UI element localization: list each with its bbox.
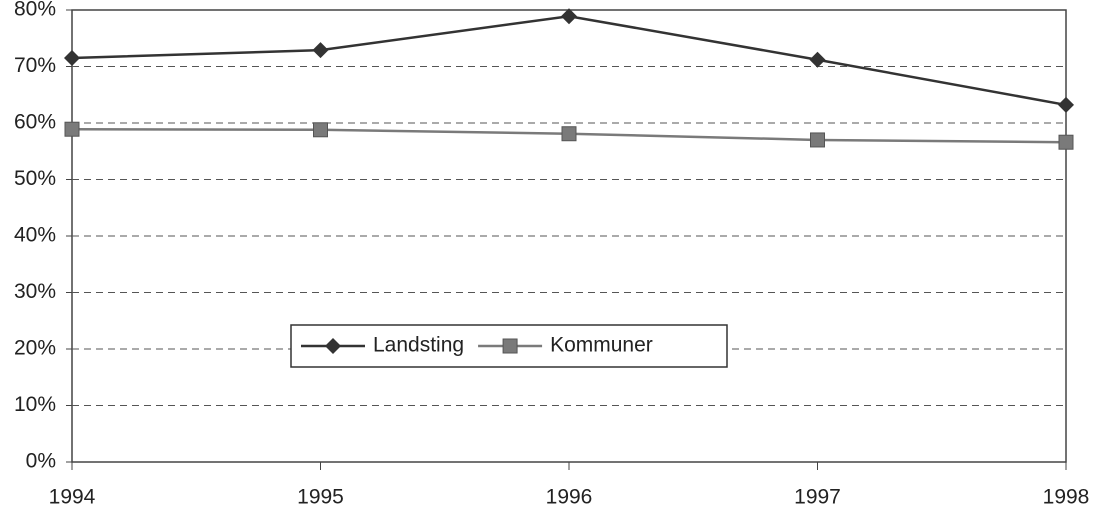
x-tick-label: 1995: [297, 486, 344, 509]
x-tick-label: 1996: [546, 486, 593, 509]
point: [64, 50, 80, 67]
y-tick-label: 50%: [14, 167, 56, 190]
point: [1058, 134, 1074, 150]
y-tick-label: 40%: [14, 224, 56, 247]
y-tick-label: 70%: [14, 54, 56, 77]
point: [810, 132, 825, 148]
legend-label: Kommuner: [550, 334, 653, 357]
point: [1058, 96, 1074, 113]
point: [561, 126, 577, 142]
legend: Landsting Kommuner: [290, 324, 728, 368]
x-tick-label: 1997: [794, 486, 841, 509]
legend-marker: [325, 338, 341, 354]
legend-marker: [502, 338, 518, 354]
point: [313, 122, 328, 138]
y-tick-label: 10%: [14, 393, 56, 416]
x-tick-label: 1998: [1043, 486, 1090, 509]
y-tick-label: 80%: [14, 0, 56, 21]
point: [64, 121, 80, 137]
point: [561, 8, 577, 25]
series-line: [71, 14, 1067, 107]
legend-label: Landsting: [373, 334, 464, 357]
point: [809, 51, 826, 68]
y-tick-label: 60%: [14, 111, 56, 134]
y-tick-label: 30%: [14, 280, 56, 303]
y-tick-label: 20%: [14, 337, 56, 360]
point: [312, 42, 329, 59]
y-tick-label: 0%: [26, 450, 56, 473]
x-tick-label: 1994: [49, 486, 96, 509]
